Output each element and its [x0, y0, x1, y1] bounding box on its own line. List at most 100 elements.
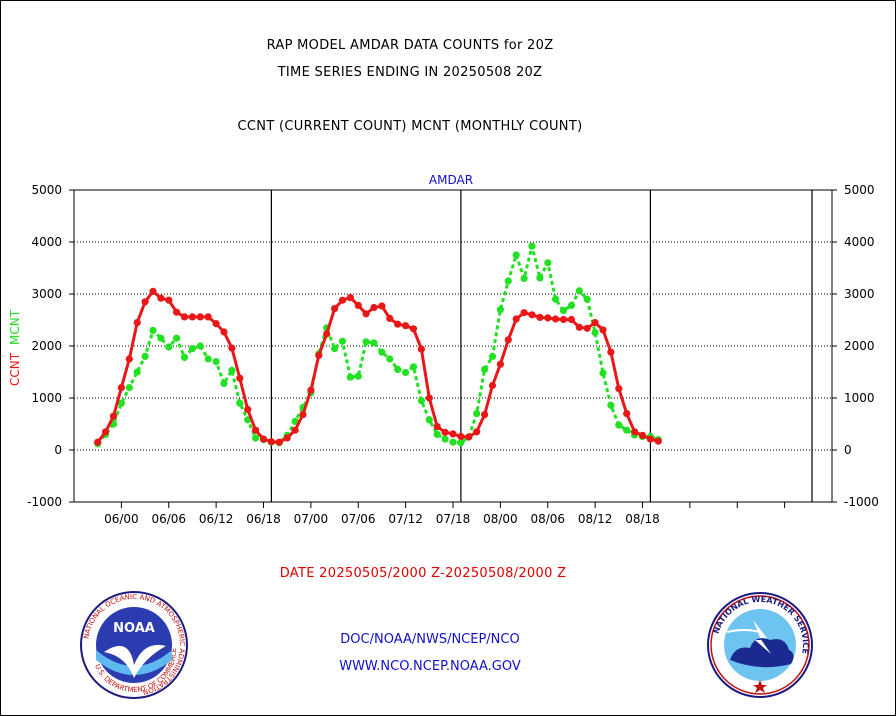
series-lines [94, 242, 662, 448]
ccnt-point [496, 360, 504, 368]
ccnt-point [252, 426, 260, 434]
axis-ticks: -1000 -1000 0 0 1000 1000 2000 2000 3000 3000 4000… [27, 183, 879, 526]
ccnt-line [96, 289, 659, 444]
ccnt-point [623, 410, 631, 418]
mcnt-point [599, 369, 607, 377]
x-tick-label: 08/12 [578, 512, 613, 526]
ccnt-point [188, 313, 196, 321]
ccnt-point [638, 431, 647, 439]
mcnt-point [457, 439, 465, 447]
mcnt-point [220, 379, 228, 387]
ccnt-point [236, 374, 244, 382]
mcnt-point [559, 307, 568, 315]
mcnt-point [362, 338, 370, 346]
title-line-1: RAP MODEL AMDAR DATA COUNTS for 20Z [266, 38, 554, 53]
ccnt-point [654, 437, 662, 445]
mcnt-point [331, 345, 339, 353]
x-tick-label: 07/06 [341, 512, 376, 526]
ccnt-point [417, 345, 425, 353]
ccnt-point [283, 434, 291, 442]
mcnt-point [473, 410, 481, 418]
ccnt-point [275, 438, 283, 446]
mcnt-point [252, 434, 260, 442]
ccnt-point [536, 313, 544, 321]
ccnt-point [267, 438, 275, 446]
ccnt-point [457, 432, 465, 441]
x-tick-label: 08/00 [483, 512, 518, 526]
y-tick-label-right: 4000 [844, 235, 875, 249]
ccnt-point [441, 428, 449, 436]
mcnt-point [520, 274, 528, 282]
mcnt-point [346, 373, 354, 381]
ccnt-point [331, 305, 339, 313]
noaa-logo: NATIONAL OCEANIC AND ATMOSPHERIC ADMINIS… [80, 591, 188, 699]
mcnt-point [125, 384, 133, 392]
mcnt-point [528, 242, 536, 250]
date-range: DATE 20250505/2000 Z-20250508/2000 Z [279, 566, 567, 581]
grid-lines [74, 241, 832, 451]
ccnt-point [165, 296, 173, 304]
mcnt-point [536, 274, 544, 282]
mcnt-point [591, 328, 599, 337]
mcnt-point [117, 399, 125, 407]
ccnt-point [607, 348, 615, 356]
mcnt-point [188, 345, 196, 353]
y-tick-label-right: -1000 [844, 495, 879, 509]
ccnt-point [196, 313, 204, 321]
mcnt-point [165, 343, 173, 351]
x-tick-label: 06/18 [246, 512, 281, 526]
ccnt-point [315, 351, 323, 359]
x-tick-label: 08/18 [625, 512, 660, 526]
mcnt-point [291, 417, 299, 425]
ccnt-point [473, 428, 481, 436]
ccnt-point [338, 296, 347, 304]
mcnt-point [196, 342, 204, 350]
y-tick-label-right: 2000 [844, 339, 875, 353]
y-tick-label-right: 3000 [844, 287, 875, 301]
ccnt-point [544, 314, 552, 322]
mcnt-point [583, 295, 591, 303]
day-separators [270, 190, 813, 502]
x-tick-label: 07/18 [436, 512, 471, 526]
ccnt-point [173, 308, 181, 316]
ccnt-point [157, 294, 165, 302]
mcnt-point [133, 368, 141, 376]
y-tick-label-left: 0 [54, 443, 62, 457]
ccnt-point [346, 294, 354, 302]
y-tick-label-left: 2000 [31, 339, 62, 353]
nws-logo: NATIONAL WEATHER SERVICE [707, 592, 813, 698]
ccnt-point [125, 355, 133, 363]
ccnt-point [291, 426, 299, 434]
ccnt-point [583, 324, 591, 332]
x-tick-label: 08/06 [530, 512, 565, 526]
ccnt-point [370, 303, 378, 312]
mcnt-point [141, 352, 149, 360]
mcnt-point [204, 355, 212, 363]
ccnt-point [567, 315, 576, 324]
mcnt-point [378, 348, 386, 356]
mcnt-point [488, 352, 497, 360]
mcnt-point [386, 355, 394, 363]
chart-subtitle: CCNT (CURRENT COUNT) MCNT (MONTHLY COUNT… [237, 119, 583, 134]
ccnt-point [449, 430, 457, 438]
ccnt-point [425, 394, 433, 402]
ccnt-point [94, 438, 102, 446]
mcnt-point [370, 339, 378, 347]
y-tick-label-left: 3000 [31, 287, 62, 301]
ccnt-point [528, 311, 536, 319]
y-tick-label-right: 1000 [844, 391, 875, 405]
x-tick-label: 06/12 [199, 512, 234, 526]
mcnt-point [149, 326, 157, 334]
y-axis-label-mcnt: MCNT [8, 309, 22, 345]
mcnt-point [615, 421, 623, 429]
ccnt-point [488, 381, 497, 390]
ccnt-point [204, 313, 212, 321]
website-link[interactable]: WWW.NCO.NCEP.NOAA.GOV [339, 659, 521, 674]
mcnt-point [623, 426, 631, 434]
ccnt-point [504, 336, 512, 344]
ccnt-point [409, 325, 418, 333]
noaa-logo-text: NOAA [113, 621, 155, 636]
ccnt-point [109, 412, 118, 420]
mcnt-point [575, 287, 583, 295]
